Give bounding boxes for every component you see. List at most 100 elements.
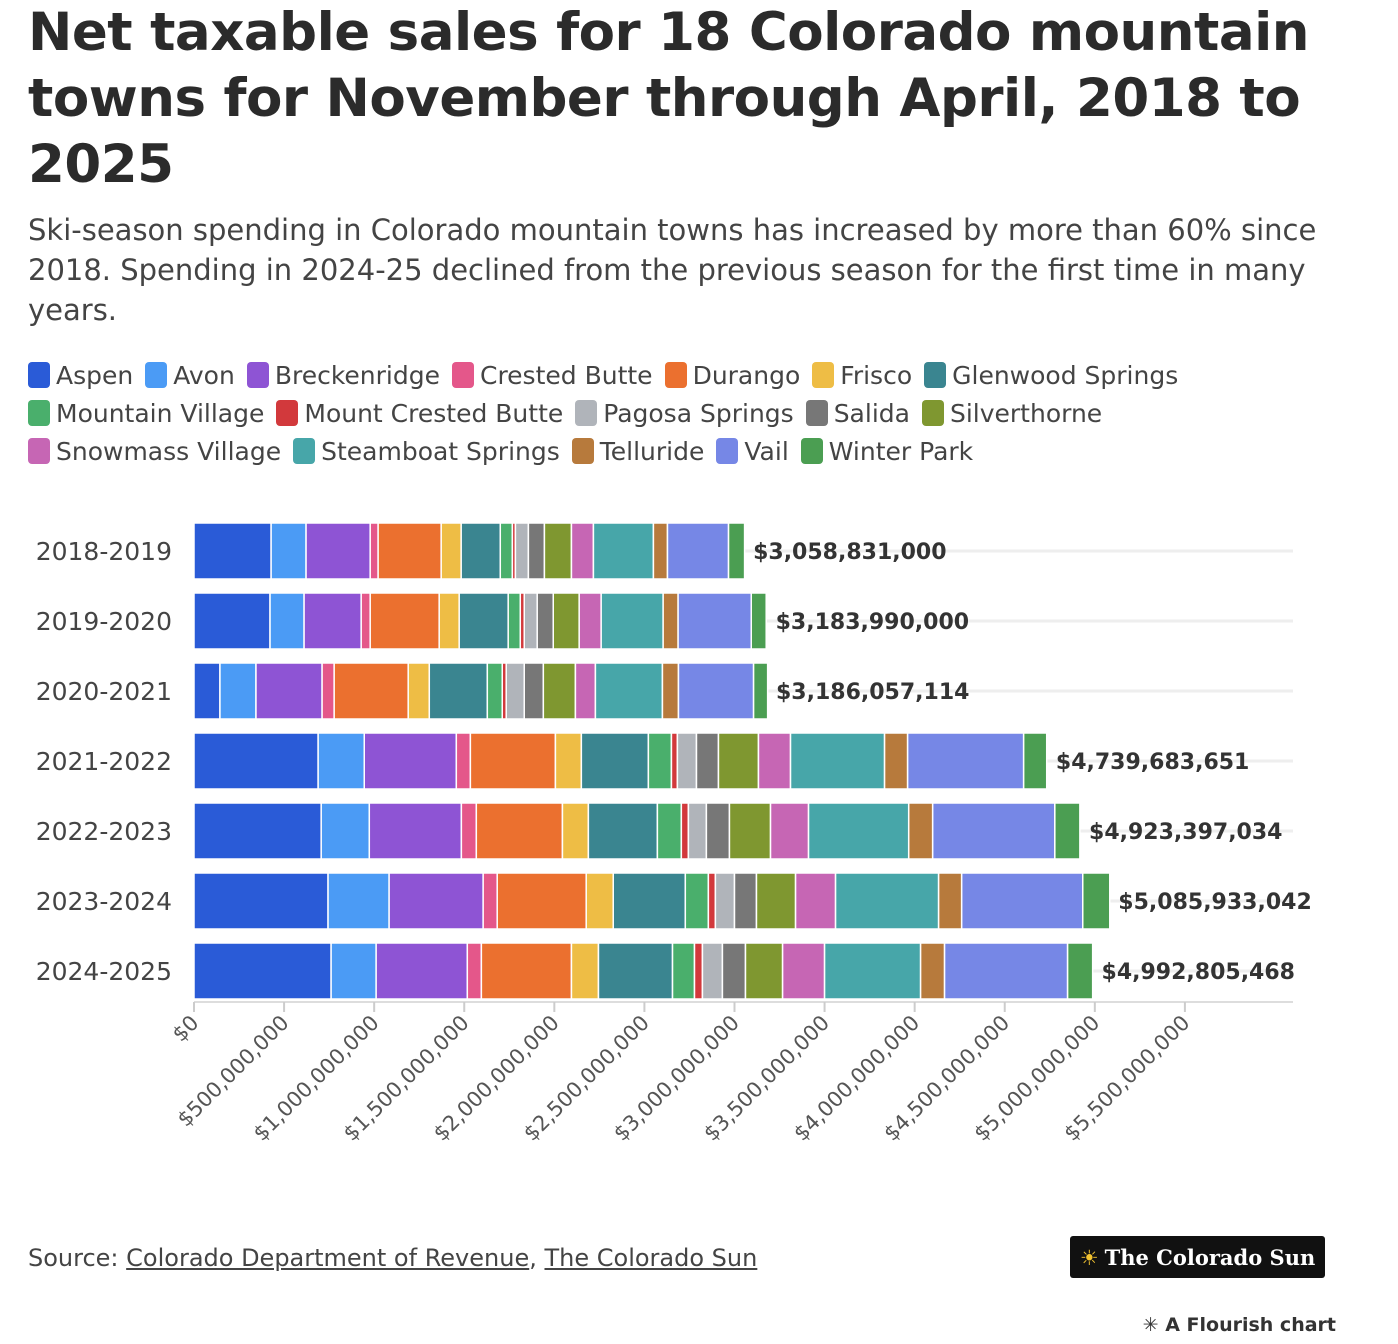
legend-label: Vail xyxy=(744,436,789,466)
bar-segment xyxy=(460,802,478,860)
bar-segment xyxy=(670,732,679,790)
bar-segment xyxy=(695,732,720,790)
legend-label: Telluride xyxy=(599,436,705,466)
legend-item[interactable]: Salida xyxy=(805,398,910,428)
total-label: $4,739,683,651 xyxy=(1056,750,1249,775)
bar-segment xyxy=(687,802,708,860)
legend-label: Salida xyxy=(833,398,910,428)
total-label: $3,058,831,000 xyxy=(753,540,946,565)
logo[interactable]: ☀ The Colorado Sun xyxy=(1070,1236,1325,1278)
bar-segment xyxy=(794,872,837,930)
source-link[interactable]: Colorado Department of Revenue xyxy=(126,1244,530,1272)
bar-segment xyxy=(666,522,730,580)
legend-swatch xyxy=(145,362,168,388)
bar-segment xyxy=(662,592,679,650)
bar-segment xyxy=(755,872,797,930)
legend-swatch xyxy=(575,400,598,426)
bar-segment xyxy=(438,592,460,650)
bar-segment xyxy=(680,802,690,860)
bar-segment xyxy=(580,732,650,790)
legend-item[interactable]: Vail xyxy=(716,436,789,466)
bar-segment xyxy=(543,522,573,580)
legend-swatch xyxy=(664,362,687,388)
credit[interactable]: ✳ A Flourish chart xyxy=(1142,1314,1336,1336)
bar-segment xyxy=(677,662,755,720)
legend-label: Mountain Village xyxy=(56,398,265,428)
legend-item[interactable]: Mount Crested Butte xyxy=(276,398,563,428)
legend-swatch xyxy=(800,438,823,464)
bar-segment xyxy=(330,942,377,1000)
legend-item[interactable]: Breckenridge xyxy=(246,360,440,390)
y-tick-label: 2023-2024 xyxy=(36,887,172,916)
legend-label: Silverthorne xyxy=(949,398,1103,428)
legend-item[interactable]: Aspen xyxy=(28,360,133,390)
bar-segment xyxy=(1022,732,1048,790)
bar-segment xyxy=(721,942,747,1000)
legend-swatch xyxy=(28,362,50,388)
bar-segment xyxy=(482,872,498,930)
bar-segment xyxy=(834,872,940,930)
bar-segment xyxy=(507,592,522,650)
legend-label: Breckenridge xyxy=(274,360,440,390)
legend-item[interactable]: Steamboat Springs xyxy=(293,436,560,466)
bar-segment xyxy=(455,732,472,790)
total-label: $3,183,990,000 xyxy=(776,610,969,635)
legend-item[interactable]: Glenwood Springs xyxy=(924,360,1178,390)
bar-segment xyxy=(363,732,458,790)
bar-segment xyxy=(303,592,362,650)
legend-item[interactable]: Pagosa Springs xyxy=(575,398,794,428)
legend-item[interactable]: Winter Park xyxy=(800,436,974,466)
chart: $0$500,000,000$1,000,000,000$1,500,000,0… xyxy=(36,522,1312,1146)
bar-segment xyxy=(1054,802,1081,860)
bar-segment xyxy=(527,522,546,580)
bar-segment xyxy=(505,662,525,720)
bar-segment xyxy=(676,732,698,790)
chart-title: Net taxable sales for 18 Colorado mounta… xyxy=(28,2,1310,195)
bar-segment xyxy=(369,522,379,580)
bar-segment xyxy=(677,592,752,650)
bar-segment xyxy=(919,942,946,1000)
bar-segment xyxy=(570,522,595,580)
source-link[interactable]: The Colorado Sun xyxy=(544,1244,758,1272)
bar-segment xyxy=(823,942,922,1000)
legend-item[interactable]: Crested Butte xyxy=(451,360,653,390)
legend-label: Winter Park xyxy=(828,436,974,466)
legend-swatch xyxy=(571,438,594,464)
bar-segment xyxy=(193,872,329,930)
bar-segment xyxy=(1081,872,1111,930)
y-tick-label: 2024-2025 xyxy=(36,957,172,986)
bar-segment xyxy=(269,592,305,650)
legend-item[interactable]: Avon xyxy=(145,360,235,390)
bar-segment xyxy=(193,942,332,1000)
bar-segment xyxy=(480,942,573,1000)
legend-swatch xyxy=(276,400,299,426)
bar-segment xyxy=(707,872,717,930)
bar-segment xyxy=(475,802,564,860)
logo-text: The Colorado Sun xyxy=(1104,1244,1316,1270)
total-label: $5,085,933,042 xyxy=(1118,890,1311,915)
bar-segment xyxy=(193,802,322,860)
legend-item[interactable]: Frisco xyxy=(812,360,912,390)
legend-swatch xyxy=(716,438,739,464)
total-label: $3,186,057,114 xyxy=(776,680,969,705)
legend-item[interactable]: Mountain Village xyxy=(28,398,264,428)
bar-segment xyxy=(744,942,784,1000)
bar-segment xyxy=(523,662,545,720)
legend-item[interactable]: Silverthorne xyxy=(921,398,1103,428)
legend-item[interactable]: Durango xyxy=(664,360,800,390)
bar-segment xyxy=(789,732,886,790)
bar-segment xyxy=(552,592,580,650)
legend-item[interactable]: Telluride xyxy=(571,436,705,466)
bar-segment xyxy=(496,872,587,930)
bar-segment xyxy=(693,942,704,1000)
legend-swatch xyxy=(451,362,474,388)
bar-segment xyxy=(733,872,758,930)
legend-swatch xyxy=(805,400,828,426)
bar-segment xyxy=(327,872,390,930)
bar-segment xyxy=(542,662,577,720)
legend-item[interactable]: Snowmass Village xyxy=(28,436,281,466)
bar-segment xyxy=(717,732,760,790)
bar-segment xyxy=(883,732,909,790)
x-tick-label: $0 xyxy=(168,1011,204,1047)
legend-label: Snowmass Village xyxy=(56,436,282,466)
